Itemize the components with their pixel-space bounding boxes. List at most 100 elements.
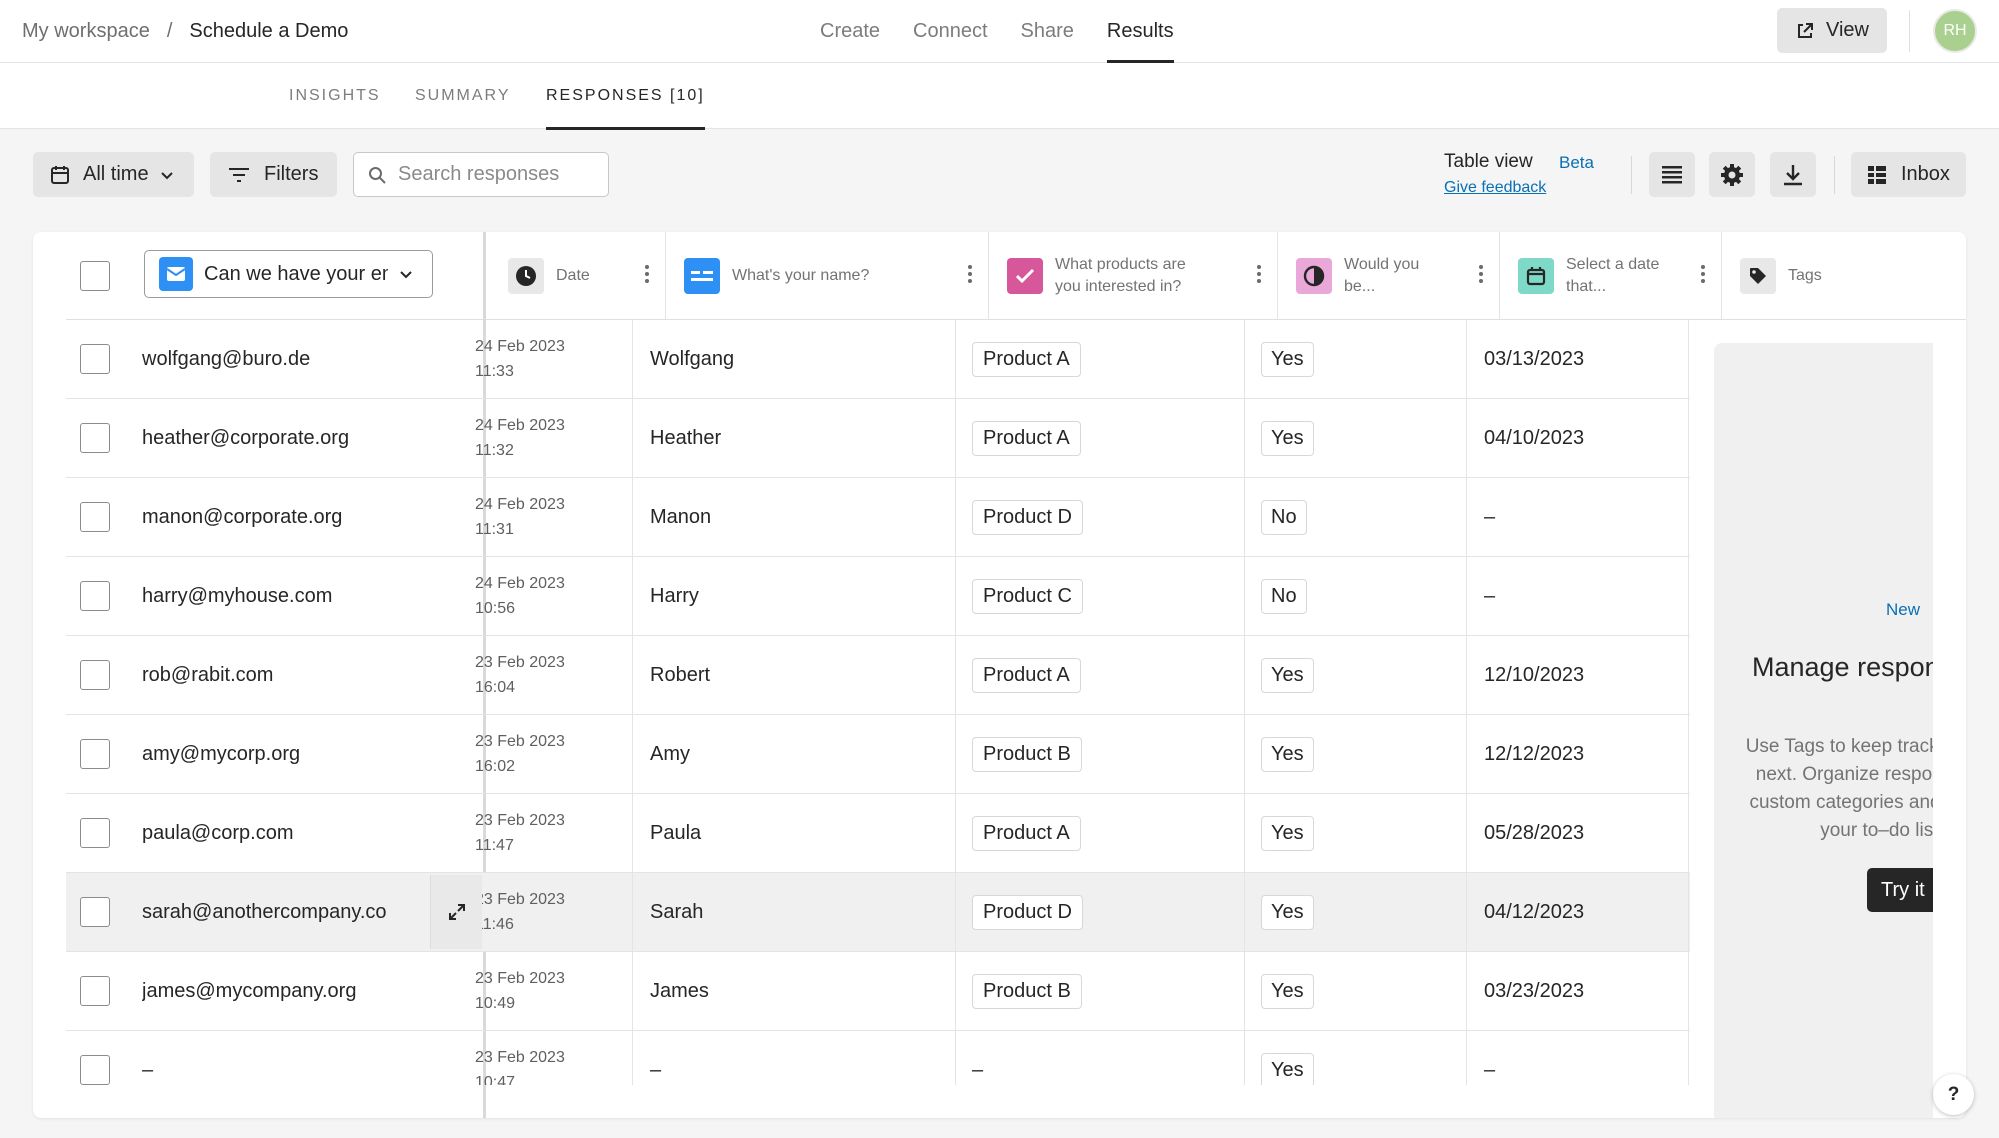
row-checkbox[interactable] [80,660,110,690]
would-you-be-column-menu-icon[interactable] [1479,265,1483,286]
header-name[interactable]: What's your name? [666,232,989,320]
respondent-name: Heather [650,426,722,449]
expand-icon [448,904,465,920]
row-density-button[interactable] [1649,152,1695,197]
answer-cell: Yes [1245,794,1467,872]
try-it-button[interactable]: Try it [1867,868,1933,912]
respondent-email: paula@corp.com [142,821,294,844]
response-time: 10:49 [475,995,516,1012]
date-cell: 24 Feb 2023 10:56 [453,557,633,635]
selected-date-cell: 05/28/2023 [1467,794,1689,872]
subtab-responses[interactable]: RESPONSES [10] [546,63,705,130]
date-cell: 24 Feb 2023 11:32 [453,399,633,477]
header-select-date[interactable]: Select a date that... [1500,232,1722,320]
tab-create[interactable]: Create [820,19,881,42]
name-cell: Robert [633,636,956,714]
subtab-summary[interactable]: SUMMARY [415,87,511,104]
table-row[interactable]: rob@rabit.com 23 Feb 2023 16:04 Robert Pr… [66,636,1690,715]
email-cell: harry@myhouse.com [66,557,450,635]
row-checkbox[interactable] [80,581,110,611]
response-date: 23 Feb 2023 [475,812,565,829]
name-cell: Amy [633,715,956,793]
response-time: 11:33 [475,363,514,380]
row-checkbox[interactable] [80,502,110,532]
product-choice: Product B [972,973,1082,1009]
filter-icon [229,167,249,182]
frozen-column-divider [483,232,486,1118]
row-checkbox[interactable] [80,818,110,848]
header-tags[interactable]: Tags [1722,232,1966,320]
select-date-column-menu-icon[interactable] [1701,265,1705,286]
row-checkbox[interactable] [80,897,110,927]
name-cell: – [633,1031,956,1085]
table-row[interactable]: sarah@anothercompany.co 23 Feb 2023 11:46… [66,873,1690,952]
date-cell: 23 Feb 2023 11:46 [453,873,633,951]
user-avatar[interactable]: RH [1933,9,1977,53]
inbox-view-button[interactable]: Inbox [1851,152,1966,197]
header-divider [1909,10,1910,52]
response-time: 16:02 [475,758,516,775]
email-question-select[interactable]: Can we have your email? [144,250,433,298]
filters-button[interactable]: Filters [210,152,337,197]
yes-no-answer: Yes [1261,657,1314,693]
header-would-you-be[interactable]: Would you be... [1278,232,1500,320]
table-row[interactable]: james@mycompany.org 23 Feb 2023 10:49 Jam… [66,952,1690,1031]
name-cell: Sarah [633,873,956,951]
breadcrumb-workspace-link[interactable]: My workspace [22,19,150,42]
download-button[interactable] [1770,152,1816,197]
table-row[interactable]: harry@myhouse.com 24 Feb 2023 10:56 Harry… [66,557,1690,636]
select-all-checkbox[interactable] [80,260,110,291]
date-cell: 24 Feb 2023 11:31 [453,478,633,556]
promo-body: Use Tags to keep track of what's next. O… [1745,736,1933,841]
table-row[interactable]: manon@corporate.org 24 Feb 2023 11:31 Man… [66,478,1690,557]
table-row[interactable]: amy@mycorp.org 23 Feb 2023 16:02 Amy Prod… [66,715,1690,794]
table-settings-button[interactable] [1709,152,1755,197]
tab-results[interactable]: Results [1106,0,1174,63]
view-button[interactable]: View [1777,8,1887,53]
subtab-insights[interactable]: INSIGHTS [289,87,381,104]
answer-cell: No [1245,478,1467,556]
row-checkbox[interactable] [80,344,110,374]
help-button[interactable]: ? [1933,1074,1974,1115]
tab-share[interactable]: Share [1020,19,1074,42]
table-row[interactable]: – 23 Feb 2023 10:47 – – Yes – [66,1031,1690,1085]
header-products[interactable]: What products are you interested in? [989,232,1278,320]
row-checkbox[interactable] [80,976,110,1006]
email-cell: heather@corporate.org [66,399,450,477]
tab-connect[interactable]: Connect [913,19,988,42]
date-range-filter[interactable]: All time [33,152,194,197]
give-feedback-link[interactable]: Give feedback [1444,179,1547,196]
breadcrumb-separator: / [166,19,173,42]
response-date: 23 Feb 2023 [475,970,565,987]
response-date: 24 Feb 2023 [475,496,565,513]
name-column-menu-icon[interactable] [968,265,972,286]
breadcrumb-form-title[interactable]: Schedule a Demo [189,19,349,42]
product-cell: Product A [956,399,1245,477]
email-icon [159,257,193,291]
yes-no-answer: Yes [1261,420,1314,456]
selected-date: 03/23/2023 [1484,979,1585,1002]
date-column-menu-icon[interactable] [645,265,649,286]
search-responses-input[interactable] [398,163,598,186]
row-checkbox[interactable] [80,1055,110,1085]
row-checkbox[interactable] [80,739,110,769]
response-time: 11:47 [475,837,514,854]
beta-badge: Beta [1559,153,1594,172]
expand-row-button[interactable] [430,875,482,949]
table-view-label: Table view [1444,151,1533,172]
respondent-name: Wolfgang [650,347,735,370]
respondent-email: amy@mycorp.org [142,742,301,765]
selected-date-cell: 03/13/2023 [1467,320,1689,398]
products-column-menu-icon[interactable] [1257,265,1261,286]
header-date[interactable]: Date [486,232,666,320]
table-row[interactable]: wolfgang@buro.de 24 Feb 2023 11:33 Wolfga… [66,320,1690,399]
selected-date: 12/10/2023 [1484,663,1585,686]
selected-date-cell: 12/12/2023 [1467,715,1689,793]
row-checkbox[interactable] [80,423,110,453]
short-text-icon [684,257,720,294]
selected-date: 12/12/2023 [1484,742,1585,765]
response-time: 10:47 [475,1074,516,1085]
table-row[interactable]: paula@corp.com 23 Feb 2023 11:47 Paula Pr… [66,794,1690,873]
product-cell: Product A [956,320,1245,398]
table-row[interactable]: heather@corporate.org 24 Feb 2023 11:32 H… [66,399,1690,478]
